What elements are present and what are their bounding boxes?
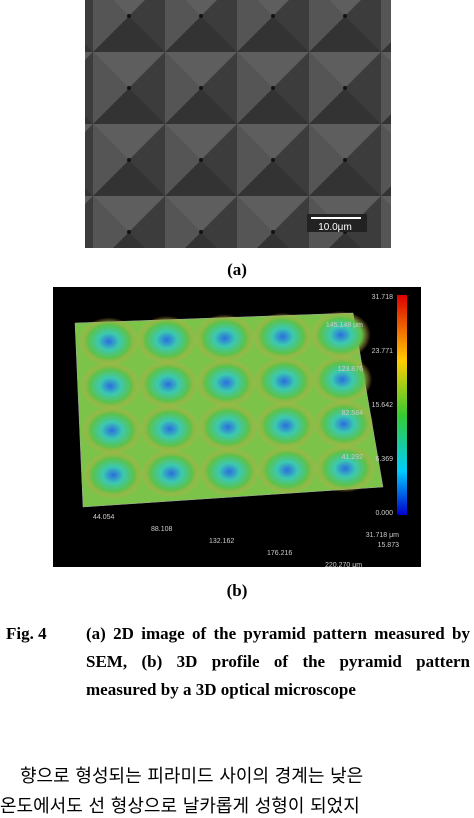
- well: [254, 357, 315, 406]
- axis-label: 31.718: [372, 294, 394, 301]
- axis-label: 6.369: [375, 456, 393, 463]
- axis-label: 132.162: [209, 538, 234, 545]
- sem-image: 10.0μm: [85, 0, 391, 248]
- axis-label: 88.108: [151, 526, 173, 533]
- body-line: 향으로 형성되는 피라미드 사이의 경계는 낮은: [20, 766, 364, 787]
- axis-label: 0.000: [375, 510, 393, 517]
- well: [78, 317, 139, 366]
- well: [139, 404, 200, 453]
- well: [310, 311, 371, 360]
- well: [81, 406, 142, 455]
- well: [252, 312, 313, 361]
- axis-label: 41.292: [342, 454, 364, 461]
- axis-label: 176.216: [267, 550, 292, 557]
- caption: Fig. 4 (a) 2D image of the pyramid patte…: [6, 620, 470, 704]
- well: [138, 360, 199, 409]
- profile-image: 31.718 23.771 15.642 6.369 0.000 145.148 μm 12…: [53, 287, 421, 567]
- scale-bar-label: 10.0μm: [318, 222, 352, 233]
- caption-text: (a) 2D image of the pyramid pattern meas…: [86, 624, 470, 699]
- well: [255, 401, 316, 450]
- figure-label: (a): [227, 260, 247, 279]
- well: [199, 447, 260, 496]
- well: [257, 446, 318, 495]
- well: [196, 358, 257, 407]
- figure-label: (b): [226, 581, 248, 600]
- axis-label: 15.642: [372, 402, 394, 409]
- axis-label: 145.148 μm: [326, 322, 363, 329]
- well: [136, 315, 197, 364]
- well: [197, 403, 258, 452]
- well: [141, 449, 202, 498]
- well: [313, 400, 374, 449]
- well: [80, 361, 141, 410]
- well: [194, 314, 255, 363]
- well: [315, 444, 376, 493]
- axis-label: 23.771: [372, 348, 394, 355]
- well: [312, 355, 373, 404]
- axis-label: 31.718 μm: [366, 532, 399, 539]
- axis-label: 220.270 μm: [325, 562, 362, 567]
- caption-label: Fig. 4: [6, 624, 47, 643]
- axis-label: 123.876: [338, 366, 363, 373]
- axis-label: 44.054: [93, 514, 115, 521]
- well: [83, 450, 144, 499]
- axis-label: 15.873: [378, 542, 400, 549]
- axis-label: 82.584: [342, 410, 364, 417]
- body-line: 온도에서도 선 형상으로 날카롭게 성형이 되었지: [0, 796, 360, 817]
